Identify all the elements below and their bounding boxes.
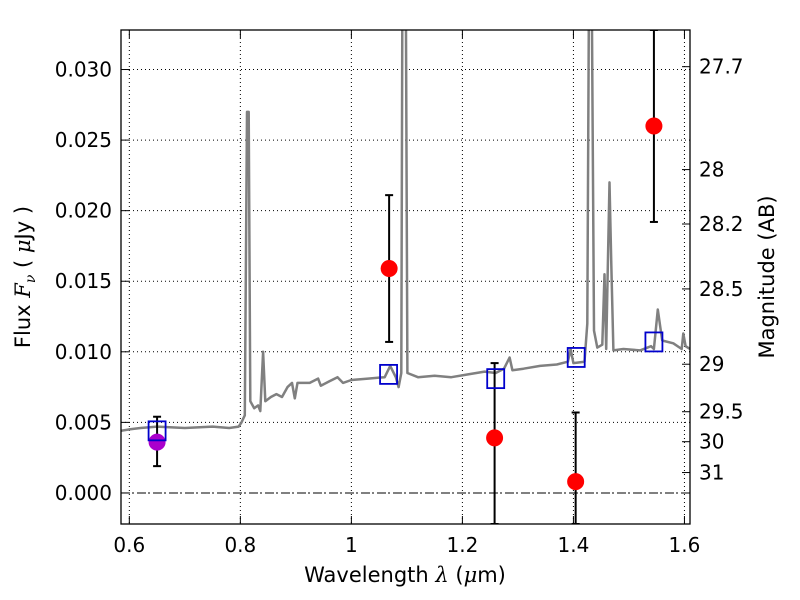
- y-tick-label: 0.020: [55, 199, 112, 223]
- data-point: [645, 117, 663, 135]
- y-tick-label: 0.025: [55, 128, 112, 152]
- data-point: [380, 260, 398, 278]
- y2-tick-label: 30: [699, 430, 724, 454]
- model-band-square: [147, 420, 167, 442]
- y-tick-label: 0.010: [55, 340, 112, 364]
- plot-frame: [120, 29, 691, 525]
- data-marks: [147, 30, 664, 524]
- y-tick-label: 0.015: [55, 269, 112, 293]
- data-point: [148, 433, 166, 451]
- data-point: [567, 473, 585, 491]
- x-axis-label: Wavelength λ (μm): [304, 563, 506, 587]
- y2-tick-label: 31: [699, 461, 724, 485]
- y2-tick-label: 28.2: [699, 212, 744, 236]
- y-tick-label: 0.030: [55, 58, 112, 82]
- y2-tick-label: 28.5: [699, 277, 744, 301]
- model-band-square: [486, 368, 506, 390]
- y2-axis-label: Magnitude (AB): [755, 195, 779, 358]
- y2-tick-label: 29: [699, 352, 724, 376]
- x-tick-label: 1.4: [558, 533, 590, 557]
- model-band-square: [566, 347, 586, 368]
- data-point: [486, 429, 504, 447]
- model-band-square: [379, 363, 398, 385]
- y2-tick-label: 29.5: [699, 400, 744, 424]
- axis-ticks: 0.6 0.8 1 1.2 1.4 1.6 0.000 0.005 0.010 0.015 0.02…: [55, 30, 744, 557]
- x-tick-label: 1: [345, 533, 358, 557]
- y2-tick-label: 28: [699, 158, 724, 182]
- y-axis-label: Flux Fν ( μJy ): [11, 206, 39, 348]
- y2-tick-label: 27.7: [699, 55, 744, 79]
- x-tick-label: 1.6: [669, 533, 701, 557]
- model-band-square: [644, 331, 664, 353]
- y-tick-label: 0.000: [55, 481, 112, 505]
- x-tick-label: 1.2: [446, 533, 478, 557]
- x-tick-label: 0.8: [224, 533, 256, 557]
- y-tick-label: 0.005: [55, 410, 112, 434]
- x-tick-label: 0.6: [113, 533, 145, 557]
- sed-model-line: [121, 30, 690, 433]
